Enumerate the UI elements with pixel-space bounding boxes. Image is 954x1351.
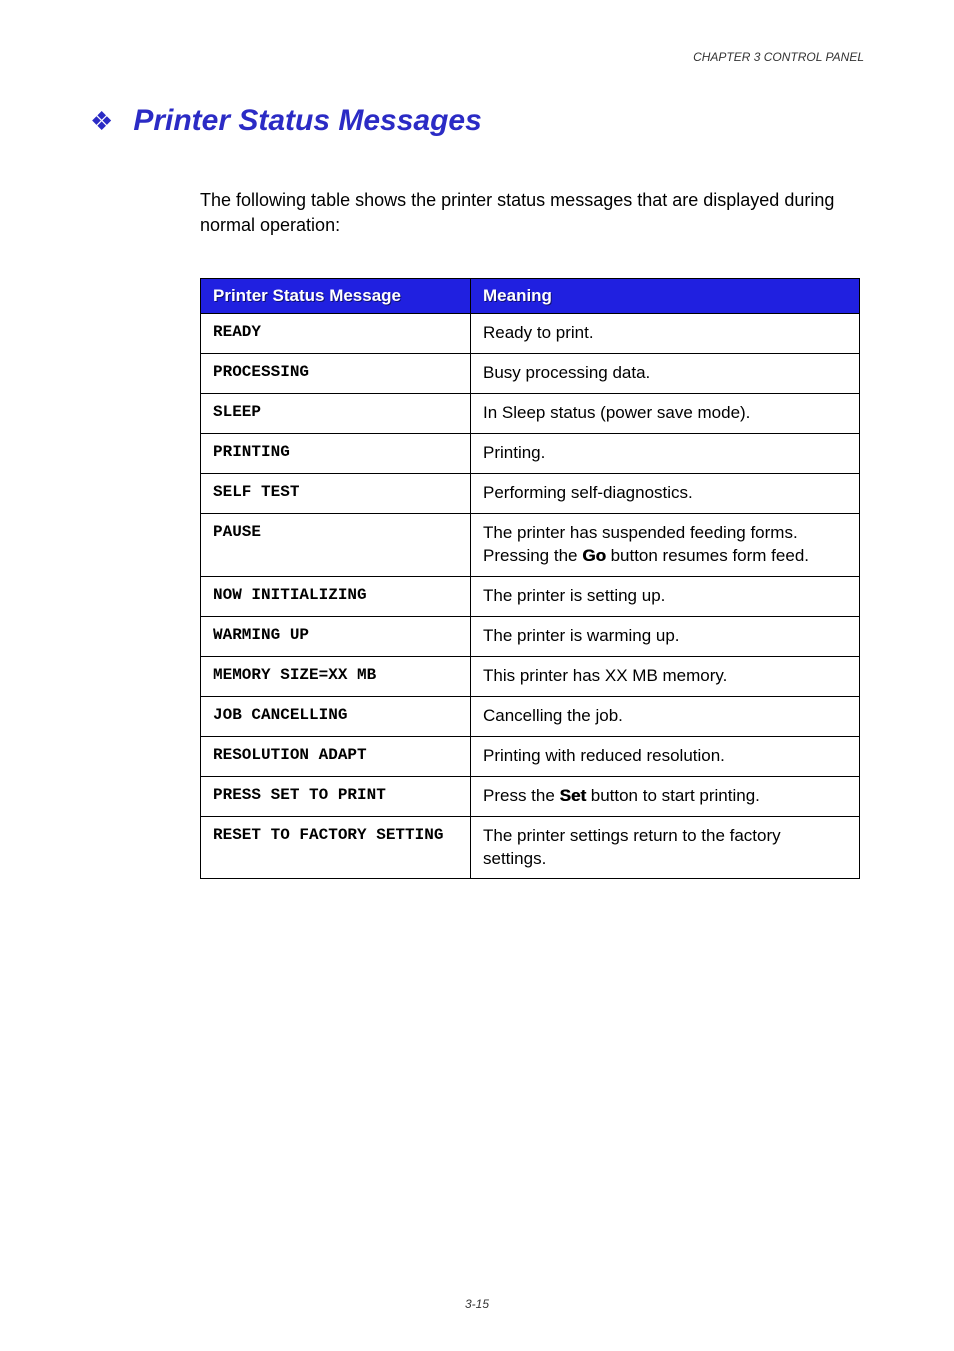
- table-row: PAUSEThe printer has suspended feeding f…: [201, 514, 860, 577]
- col-header-message: Printer Status Message: [201, 279, 471, 314]
- meaning-cell: Cancelling the job.: [471, 696, 860, 736]
- message-cell: RESET TO FACTORY SETTING: [201, 816, 471, 879]
- bullet-icon: ❖: [90, 106, 113, 137]
- table-row: READYReady to print.: [201, 314, 860, 354]
- message-cell: READY: [201, 314, 471, 354]
- meaning-cell: Performing self-diagnostics.: [471, 474, 860, 514]
- message-cell: RESOLUTION ADAPT: [201, 736, 471, 776]
- message-cell: SELF TEST: [201, 474, 471, 514]
- meaning-cell: Printing.: [471, 434, 860, 474]
- message-cell: PAUSE: [201, 514, 471, 577]
- page-number: 3-15: [0, 1297, 954, 1311]
- message-cell: NOW INITIALIZING: [201, 576, 471, 616]
- table-row: JOB CANCELLINGCancelling the job.: [201, 696, 860, 736]
- meaning-cell: This printer has XX MB memory.: [471, 656, 860, 696]
- message-cell: MEMORY SIZE=XX MB: [201, 656, 471, 696]
- table-row: RESOLUTION ADAPTPrinting with reduced re…: [201, 736, 860, 776]
- table-row: PROCESSINGBusy processing data.: [201, 354, 860, 394]
- table-row: MEMORY SIZE=XX MBThis printer has XX MB …: [201, 656, 860, 696]
- meaning-cell: Busy processing data.: [471, 354, 860, 394]
- col-header-meaning: Meaning: [471, 279, 860, 314]
- meaning-cell: Ready to print.: [471, 314, 860, 354]
- message-cell: JOB CANCELLING: [201, 696, 471, 736]
- button-ref: Set: [560, 786, 586, 805]
- chapter-header: CHAPTER 3 CONTROL PANEL: [90, 50, 864, 64]
- table-row: RESET TO FACTORY SETTINGThe printer sett…: [201, 816, 860, 879]
- message-cell: PROCESSING: [201, 354, 471, 394]
- meaning-cell: The printer is warming up.: [471, 616, 860, 656]
- meaning-cell: Press the Set button to start printing.: [471, 776, 860, 816]
- message-cell: PRESS SET TO PRINT: [201, 776, 471, 816]
- status-table: Printer Status Message Meaning READYRead…: [200, 278, 860, 879]
- message-cell: WARMING UP: [201, 616, 471, 656]
- table-row: SELF TESTPerforming self-diagnostics.: [201, 474, 860, 514]
- table-row: NOW INITIALIZINGThe printer is setting u…: [201, 576, 860, 616]
- table-row: SLEEPIn Sleep status (power save mode).: [201, 394, 860, 434]
- meaning-cell: The printer settings return to the facto…: [471, 816, 860, 879]
- table-row: PRINTINGPrinting.: [201, 434, 860, 474]
- message-cell: PRINTING: [201, 434, 471, 474]
- message-cell: SLEEP: [201, 394, 471, 434]
- meaning-cell: Printing with reduced resolution.: [471, 736, 860, 776]
- meaning-cell: The printer has suspended feeding forms.…: [471, 514, 860, 577]
- meaning-cell: In Sleep status (power save mode).: [471, 394, 860, 434]
- title-row: ❖ Printer Status Messages: [90, 104, 864, 138]
- intro-text: The following table shows the printer st…: [200, 188, 850, 238]
- table-row: WARMING UPThe printer is warming up.: [201, 616, 860, 656]
- table-row: PRESS SET TO PRINTPress the Set button t…: [201, 776, 860, 816]
- meaning-cell: The printer is setting up.: [471, 576, 860, 616]
- page-title: Printer Status Messages: [133, 104, 481, 138]
- button-ref: Go: [582, 546, 606, 565]
